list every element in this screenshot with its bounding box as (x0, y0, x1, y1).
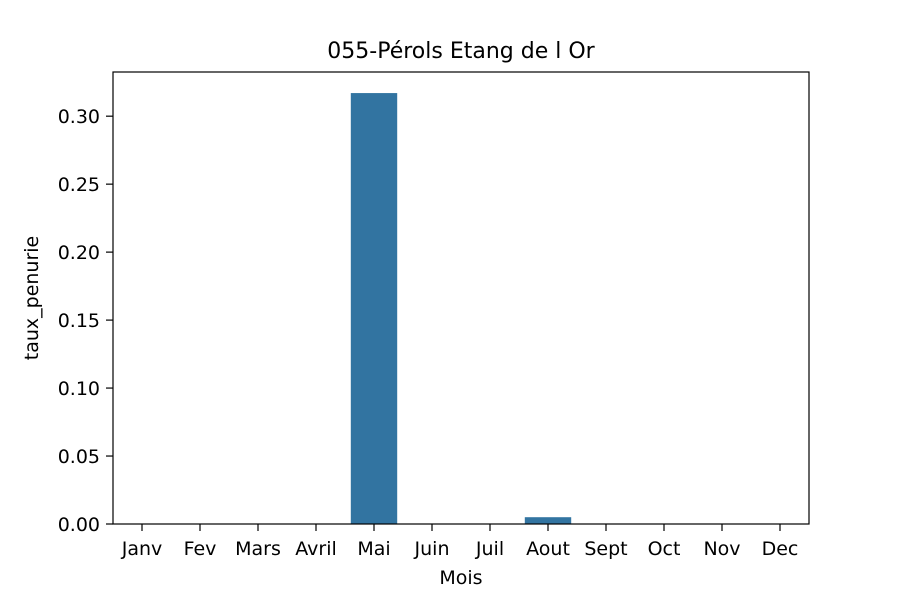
x-tick-label: Fev (184, 538, 217, 560)
y-tick-label: 0.30 (58, 106, 100, 128)
x-tick-label: Oct (648, 538, 681, 560)
x-tick-label: Avril (295, 538, 337, 560)
y-tick-label: 0.25 (58, 174, 100, 196)
y-tick-label: 0.15 (58, 310, 100, 332)
x-tick-label: Juin (414, 538, 450, 560)
x-tick-label: Dec (762, 538, 799, 560)
x-tick-label: Nov (703, 538, 740, 560)
y-tick-label: 0.20 (58, 242, 100, 264)
chart-title: 055-Pérols Etang de l Or (327, 39, 595, 64)
x-tick-label: Aout (526, 538, 570, 560)
x-tick-label: Sept (584, 538, 627, 560)
bars-group (350, 93, 572, 524)
y-axis: 0.00 0.05 0.10 0.15 0.20 0.25 0.30 (58, 106, 113, 536)
bar-aout (524, 517, 572, 524)
x-tick-label: Janv (121, 538, 163, 560)
x-tick-label: Juil (475, 538, 504, 560)
x-axis-title: Mois (439, 567, 482, 589)
y-axis-title: taux_penurie (21, 236, 43, 361)
bar-mai (350, 93, 398, 524)
plot-frame (112, 71, 810, 525)
x-tick-label: Mai (357, 538, 390, 560)
x-tick-label: Mars (235, 538, 281, 560)
y-tick-label: 0.10 (58, 378, 100, 400)
x-axis: Janv Fev Mars Avril Mai Juin Juil Aout Sept Oct No… (121, 524, 799, 560)
y-tick-label: 0.05 (58, 446, 100, 468)
y-tick-label: 0.00 (58, 514, 100, 536)
